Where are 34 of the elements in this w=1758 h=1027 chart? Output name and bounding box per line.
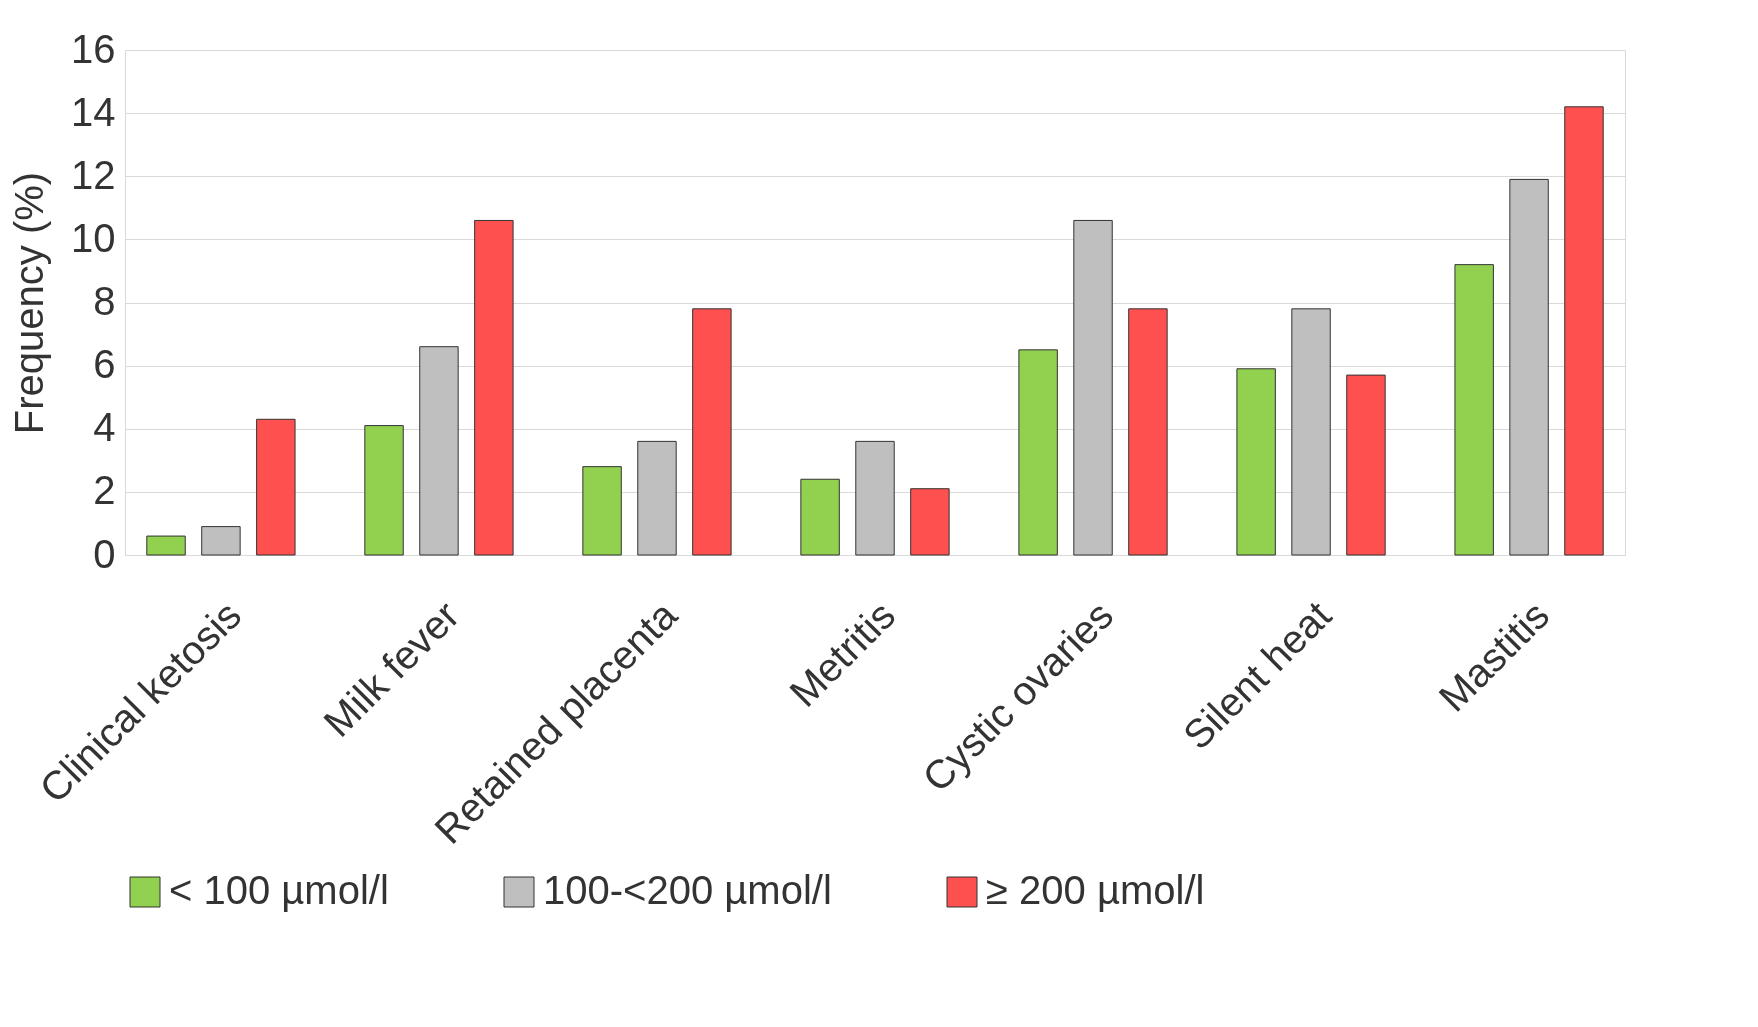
bar <box>146 535 186 556</box>
bar <box>364 425 404 556</box>
legend-label: ≥ 200 µmol/l <box>986 868 1205 912</box>
bar <box>910 488 950 556</box>
bar <box>1291 308 1331 556</box>
bar <box>474 219 514 556</box>
bar <box>855 440 895 556</box>
bar <box>1346 374 1386 556</box>
bar <box>1509 178 1549 556</box>
bar <box>419 346 459 556</box>
bar <box>256 418 296 556</box>
bar <box>582 466 622 556</box>
y-tick-label: 14 <box>71 89 116 134</box>
y-tick-label: 6 <box>93 342 116 387</box>
bar <box>692 308 732 556</box>
y-axis-title: Frequency (%) <box>7 171 52 435</box>
bar <box>201 526 241 556</box>
y-tick-label: 10 <box>71 215 116 260</box>
legend-label: < 100 µmol/l <box>169 868 389 912</box>
bar <box>637 440 677 556</box>
bar <box>1128 308 1168 556</box>
y-tick-label: 8 <box>93 279 116 323</box>
bar <box>1018 349 1058 556</box>
y-tick-label: 16 <box>71 26 116 71</box>
bar <box>1454 264 1494 556</box>
y-tick-label: 4 <box>93 405 116 450</box>
bar <box>1236 368 1276 556</box>
y-tick-label: 12 <box>71 152 116 197</box>
bar <box>1073 219 1113 556</box>
bar <box>1564 106 1604 556</box>
bar <box>800 478 840 556</box>
y-tick-label: 0 <box>93 531 116 576</box>
legend-label: 100-<200 µmol/l <box>543 868 832 912</box>
y-tick-label: 2 <box>93 468 116 513</box>
